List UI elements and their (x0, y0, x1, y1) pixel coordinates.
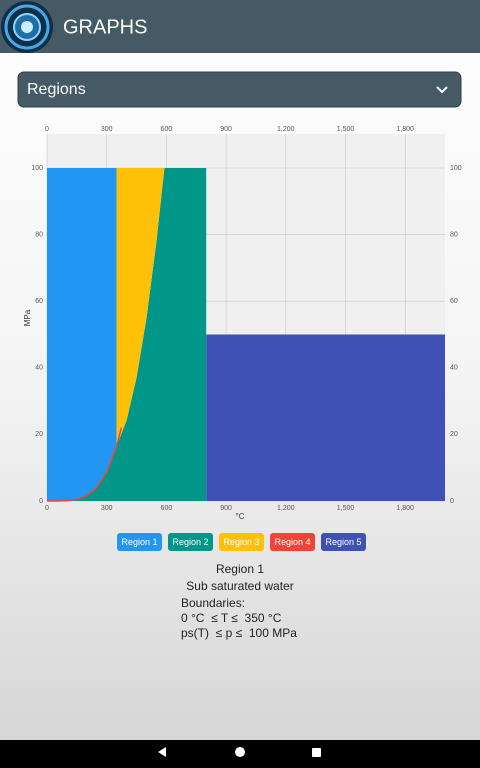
y-tick-label: 80 (35, 231, 43, 238)
y-right-tick-label: 60 (450, 298, 458, 305)
legend-item[interactable]: Region 4 (270, 533, 315, 551)
legend-chip (219, 533, 264, 551)
region-area (47, 168, 117, 501)
y-right-tick-label: 20 (450, 431, 458, 438)
logo-core (21, 21, 33, 33)
region-line (46, 427, 123, 502)
x-tick-label: 900 (220, 505, 232, 512)
y-tick-label: 40 (35, 365, 43, 372)
y-right-tick-label: 40 (450, 365, 458, 372)
x-tick-label: 300 (101, 505, 113, 512)
legend-chip (117, 533, 162, 551)
legend-label: Region 1 (121, 537, 157, 547)
app-logo[interactable] (1, 1, 53, 53)
x-top-tick-label: 300 (101, 126, 113, 133)
x-tick-label: 0 (45, 505, 49, 512)
legend-item[interactable]: Region 5 (321, 533, 366, 551)
y-tick-label: 60 (35, 298, 43, 305)
region-area (116, 168, 165, 446)
info-line: 0 °C ≤ T ≤ 350 °C (181, 611, 282, 625)
y-tick-label: 0 (39, 498, 43, 505)
dropdown[interactable]: Regions (17, 71, 462, 108)
legend-label: Region 4 (274, 537, 310, 547)
y-right-tick-label: 0 (450, 498, 454, 505)
info-subtitle: Sub saturated water (186, 579, 293, 593)
y-axis-label: MPa (23, 309, 32, 326)
legend-item[interactable]: Region 3 (219, 533, 264, 551)
legend-chip (168, 533, 213, 551)
region-area (206, 334, 445, 501)
info-title: Region 1 (216, 562, 264, 576)
nav-back[interactable] (158, 747, 166, 757)
x-tick-label: 600 (161, 505, 173, 512)
legend: Region 1 Region 2 Region 3 Region 4 Region 5 (117, 533, 366, 551)
x-top-tick-label: 1,500 (337, 126, 355, 133)
x-tick-label: 1,200 (277, 505, 295, 512)
region-area (47, 168, 207, 501)
nav-home[interactable] (235, 747, 245, 757)
legend-chip (270, 533, 315, 551)
x-top-tick-label: 1,800 (396, 126, 414, 133)
logo-ring (4, 4, 50, 50)
nav-recents[interactable] (312, 748, 321, 757)
x-top-tick-label: 600 (161, 126, 173, 133)
x-tick-label: 1,800 (396, 505, 414, 512)
y-tick-label: 100 (31, 165, 43, 172)
x-tick-label: 1,500 (337, 505, 355, 512)
x-top-tick-label: 1,200 (277, 126, 295, 133)
legend-chip (321, 533, 366, 551)
legend-label: Region 2 (172, 537, 208, 547)
chart: 003003006006009009001,2001,2001,5001,500… (31, 126, 461, 512)
y-tick-label: 20 (35, 431, 43, 438)
app-title: GRAPHS (63, 16, 147, 38)
y-right-tick-label: 100 (450, 165, 462, 172)
legend-item[interactable]: Region 2 (168, 533, 213, 551)
dropdown-label: Regions (27, 81, 86, 98)
legend-item[interactable]: Region 1 (117, 533, 162, 551)
info-boundaries-label: Boundaries: (181, 596, 245, 610)
y-right-tick-label: 80 (450, 231, 458, 238)
info-line: ps(T) ≤ p ≤ 100 MPa (181, 626, 297, 640)
app-bar (0, 0, 480, 53)
x-top-tick-label: 900 (220, 126, 232, 133)
legend-label: Region 3 (223, 537, 259, 547)
x-axis-label: °C (236, 512, 245, 521)
legend-label: Region 5 (325, 537, 361, 547)
x-top-tick-label: 0 (45, 126, 49, 133)
dropdown-box (17, 71, 462, 108)
dropdown-arrow (436, 86, 448, 94)
